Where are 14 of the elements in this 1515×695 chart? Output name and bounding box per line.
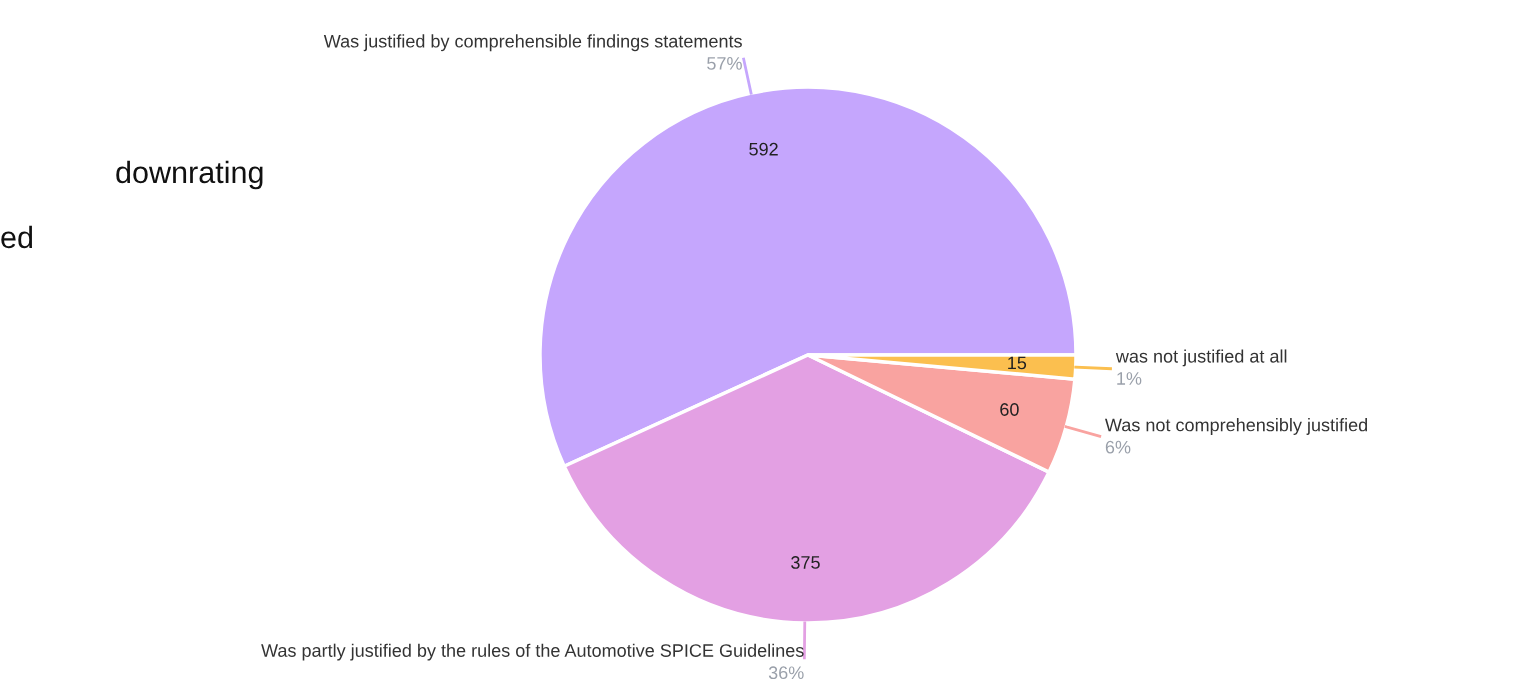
data-label: 60 xyxy=(1000,403,1019,416)
text: 1% xyxy=(1117,372,1142,385)
data-label: 375 xyxy=(791,556,820,569)
slice-label: Was partly justified by the rules of the Automotive SPICE Guidelines xyxy=(261,643,804,661)
text: 6% xyxy=(1105,440,1131,454)
text: 57% xyxy=(707,57,742,70)
text: downrating xyxy=(116,160,263,190)
text: 36% xyxy=(768,666,804,680)
text: ed xyxy=(1,225,33,249)
slice-label: Was not comprehensibly justified xyxy=(1105,418,1368,435)
data-label: 592 xyxy=(749,142,778,156)
slice-label: was not justified at all xyxy=(1115,349,1287,367)
data-label: 15 xyxy=(1008,356,1027,370)
slice-label: Was justified by comprehensible findings statements xyxy=(323,34,742,52)
